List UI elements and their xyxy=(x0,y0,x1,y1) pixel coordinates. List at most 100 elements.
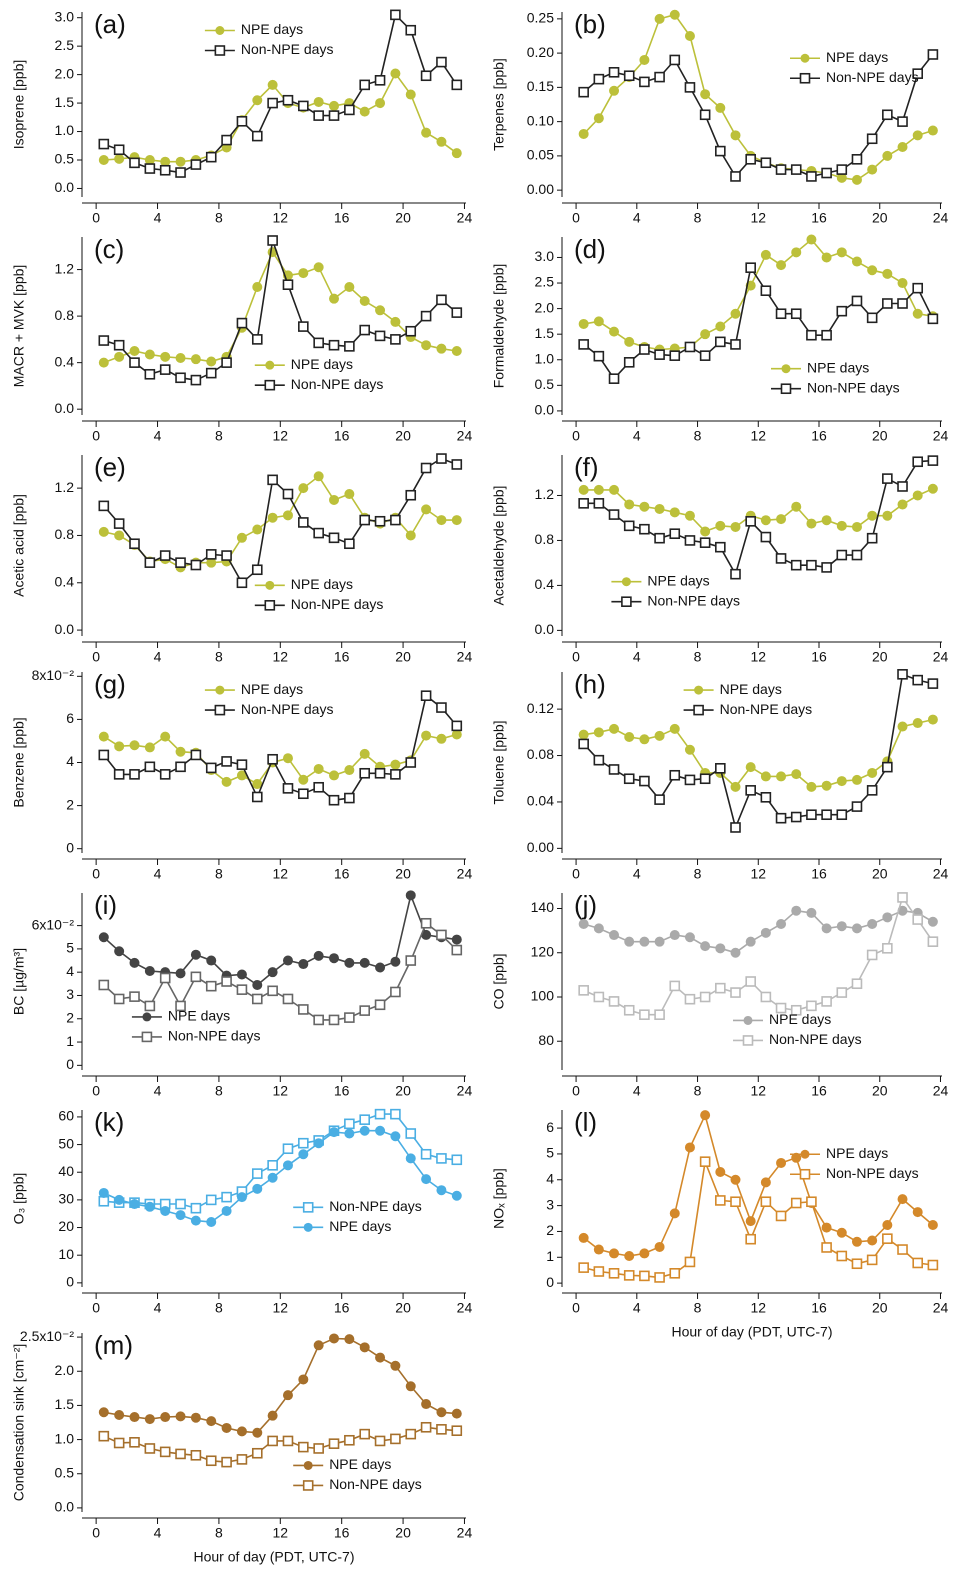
x-tick-label: 20 xyxy=(395,1083,411,1099)
marker xyxy=(313,471,324,482)
marker xyxy=(329,1127,340,1138)
marker xyxy=(390,956,401,967)
marker xyxy=(98,1187,109,1198)
marker xyxy=(160,351,171,362)
y-tick-label: 0.0 xyxy=(55,621,75,637)
y-tick-label: 140 xyxy=(531,899,555,915)
marker xyxy=(374,999,386,1011)
marker xyxy=(639,523,650,535)
marker xyxy=(344,1012,355,1023)
x-tick-label: 8 xyxy=(215,1083,223,1099)
marker xyxy=(912,1257,924,1269)
x-tick-label: 4 xyxy=(633,649,641,665)
marker xyxy=(851,549,863,561)
series-line xyxy=(583,13,934,181)
y-tick-label: 5 xyxy=(546,1145,554,1161)
marker xyxy=(866,785,878,796)
marker xyxy=(897,1244,908,1255)
marker xyxy=(669,1208,680,1219)
marker xyxy=(715,763,726,774)
y-tick-label: 6 xyxy=(546,1119,554,1135)
marker xyxy=(405,955,417,966)
marker xyxy=(390,769,401,780)
marker xyxy=(359,1428,371,1440)
x-tick-label: 8 xyxy=(694,649,702,665)
marker xyxy=(374,1435,386,1447)
marker xyxy=(144,368,156,380)
marker xyxy=(578,985,589,996)
marker xyxy=(866,133,878,145)
marker xyxy=(927,678,939,689)
x-tick-label: 12 xyxy=(750,210,766,226)
marker xyxy=(114,946,125,957)
marker xyxy=(190,949,201,960)
legend-marker xyxy=(302,1480,314,1491)
marker xyxy=(806,518,817,529)
marker xyxy=(624,936,635,947)
marker xyxy=(236,317,248,329)
marker xyxy=(669,507,680,518)
marker xyxy=(699,109,711,121)
marker xyxy=(684,744,695,755)
marker xyxy=(144,155,155,165)
x-tick-label: 4 xyxy=(154,1300,162,1316)
y-tick-label: 4 xyxy=(66,963,74,979)
marker xyxy=(436,1407,447,1418)
marker xyxy=(715,102,726,113)
legend-label: Non-NPE days xyxy=(241,41,334,57)
marker xyxy=(593,73,605,85)
marker xyxy=(654,503,665,514)
x-tick-label: 24 xyxy=(457,428,473,444)
marker xyxy=(375,1125,386,1136)
marker xyxy=(730,1174,741,1185)
marker xyxy=(730,339,741,350)
marker xyxy=(129,1437,140,1448)
marker xyxy=(344,1128,355,1139)
legend-marker xyxy=(142,1012,152,1022)
marker xyxy=(623,773,635,785)
series-line xyxy=(103,1337,457,1434)
y-axis-title: Toluene [ppb] xyxy=(491,720,507,804)
marker xyxy=(251,564,263,576)
x-tick-label: 20 xyxy=(395,210,411,226)
marker xyxy=(912,1207,923,1218)
x-tick-label: 20 xyxy=(395,1300,411,1316)
x-tick-label: 20 xyxy=(872,1300,888,1316)
x-tick-label: 24 xyxy=(457,1083,473,1099)
x-tick-label: 8 xyxy=(215,1300,223,1316)
y-axis-title: BC [µg/m³] xyxy=(11,948,27,1015)
y-tick-label: 50 xyxy=(58,1135,74,1151)
marker xyxy=(267,985,278,997)
legend-label: NPE days xyxy=(291,576,353,592)
marker xyxy=(98,1195,110,1207)
marker xyxy=(344,957,355,968)
marker xyxy=(375,98,386,109)
marker xyxy=(897,892,908,903)
marker xyxy=(730,1196,741,1208)
marker xyxy=(927,125,938,136)
marker xyxy=(806,809,817,821)
series-line xyxy=(583,265,934,380)
marker xyxy=(760,927,771,938)
marker xyxy=(190,1215,201,1226)
marker xyxy=(359,1125,370,1136)
marker xyxy=(821,996,832,1007)
marker xyxy=(654,1009,665,1020)
marker xyxy=(298,483,309,494)
marker xyxy=(160,1205,171,1216)
marker xyxy=(313,781,324,793)
marker xyxy=(654,730,665,741)
marker xyxy=(851,521,862,532)
marker xyxy=(344,538,355,550)
marker xyxy=(760,285,772,297)
marker xyxy=(298,517,309,528)
x-tick-label: 8 xyxy=(694,866,702,882)
marker xyxy=(836,247,847,258)
marker xyxy=(144,349,155,360)
marker xyxy=(190,559,202,571)
marker xyxy=(836,520,847,531)
marker xyxy=(190,971,202,983)
legend-marker xyxy=(693,704,704,716)
marker xyxy=(205,549,217,560)
marker xyxy=(267,967,278,978)
